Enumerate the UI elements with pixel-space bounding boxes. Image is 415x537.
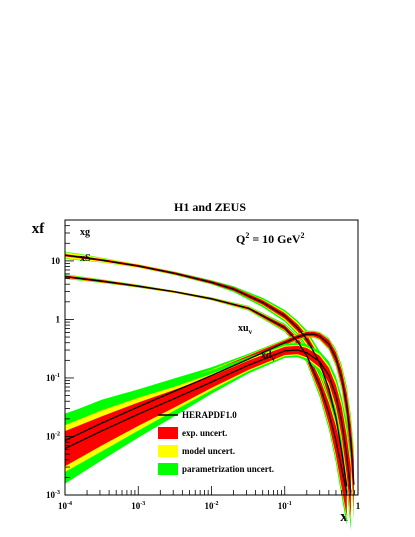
legend-line-label: HERAPDF1.0 [182,410,237,420]
legend: HERAPDF1.0 exp. uncert. model uncert. param… [158,410,274,475]
y-tick-label: 10-3 [46,490,60,500]
x-tick-label: 10-2 [205,501,219,511]
xd_v-label: xdv [261,350,276,363]
y-tick-label: 1 [56,314,61,324]
chart-title: H1 and ZEUS [174,200,246,214]
y-tick-label: 10 [51,256,61,266]
x-tick-label: 1 [356,501,361,511]
legend-model-label: model uncert. [182,446,235,456]
central-curves [64,254,355,493]
x-tick-label: 10-1 [278,501,292,511]
xS-central-line [64,275,348,493]
legend-param-label: parametrization uncert. [182,464,274,474]
legend-exp-label: exp. uncert. [182,428,227,438]
legend-model-swatch [158,445,178,457]
y-tick-label: 10-2 [46,431,60,441]
q2-annotation: Q2 = 10 GeV2 [236,231,305,246]
x-axis-label: x [340,509,348,525]
xg-label: xg [80,227,90,238]
xg-central-line [64,254,348,487]
x-tick-label: 10-4 [58,501,72,511]
xS-label: xS [80,253,91,264]
xu_v-label: xuv [238,323,253,336]
xd_v-exp-band [65,345,351,518]
xd_v-central-line [64,349,352,493]
y-axis-label: xf [32,221,46,237]
legend-exp-swatch [158,427,178,439]
curve-labels: xg xS xuv xdv [80,227,276,363]
x-tick-label: 10-3 [131,501,145,511]
y-tick-label: 10-1 [46,373,60,383]
uncertainty-bands [65,251,354,531]
legend-param-swatch [158,463,178,475]
xu_v-central-line [64,333,355,485]
